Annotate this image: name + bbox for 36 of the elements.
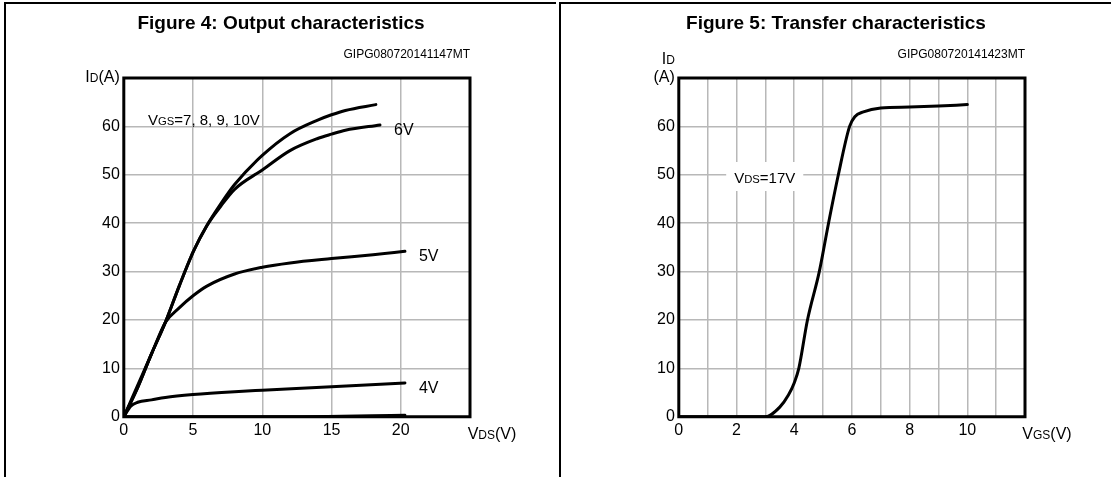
x-axis-title: VDS(V) <box>467 424 517 442</box>
x-tick-label: 20 <box>391 420 410 438</box>
y-tick-label: 60 <box>657 116 675 134</box>
y-tick-label: 60 <box>102 116 120 134</box>
y-tick-label: 30 <box>102 262 120 280</box>
y-tick-label: 10 <box>102 358 120 376</box>
text: GIPG080720141147MT <box>343 46 471 61</box>
x-tick-label: 8 <box>905 420 915 438</box>
chart-title: Figure 5: Transfer characteristics <box>685 12 987 34</box>
annotation: VDS=17V <box>734 169 796 187</box>
y-tick-label: 40 <box>102 213 120 231</box>
y-tick-label: 10 <box>657 358 675 376</box>
x-tick-label: 2 <box>732 420 742 438</box>
y-axis-title: ID(A) <box>85 68 120 85</box>
x-axis-title: VGS(V) <box>1022 424 1072 442</box>
series-label: 6V <box>393 120 414 138</box>
y-tick-label: 40 <box>657 213 675 231</box>
y-tick-label: 20 <box>657 310 675 328</box>
chart-title: Figure 4: Output characteristics <box>136 12 426 34</box>
y-axis-title: ID (A) <box>653 50 676 85</box>
x-tick-label: 6 <box>847 420 857 438</box>
x-tick-label: 15 <box>322 420 341 438</box>
y-tick-label: 50 <box>657 165 675 183</box>
x-tick-label: 10 <box>958 420 977 438</box>
y-tick-label: 50 <box>102 165 120 183</box>
annotation: VGS=7, 8, 9, 10V <box>148 111 260 129</box>
y-tick-label: 20 <box>102 310 120 328</box>
y-tick-label: 0 <box>665 407 675 425</box>
x-tick-label: 10 <box>253 420 272 438</box>
text: GIPG080720141423MT <box>897 46 1026 61</box>
series-label: 5V <box>418 247 439 265</box>
series-label: 4V <box>418 378 439 396</box>
x-tick-label: 4 <box>789 420 799 438</box>
y-tick-label: 0 <box>110 407 120 425</box>
y-tick-label: 30 <box>657 262 675 280</box>
x-tick-label: 5 <box>188 420 198 438</box>
